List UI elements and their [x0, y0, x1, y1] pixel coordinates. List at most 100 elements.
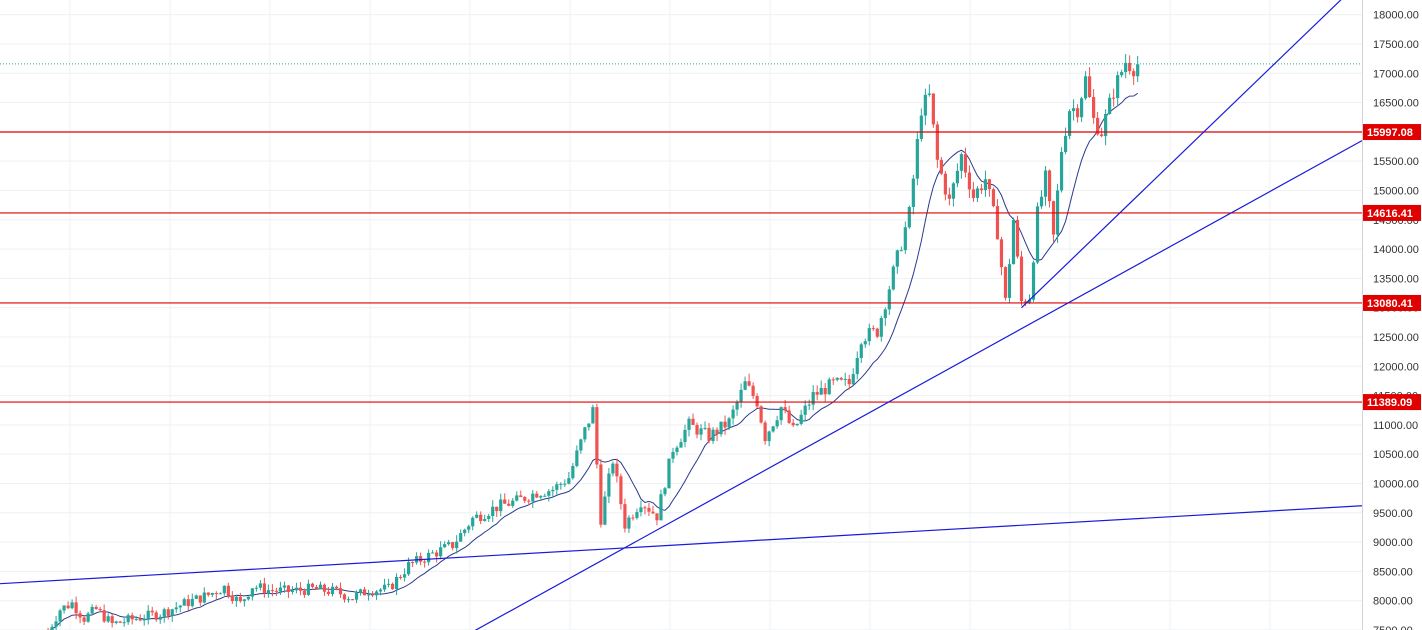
candle-body	[1011, 219, 1016, 265]
candle-body	[887, 289, 891, 310]
candle-layer	[47, 54, 1140, 630]
candle-body	[511, 500, 515, 506]
candle-body	[419, 556, 423, 562]
candle-body	[883, 309, 887, 319]
candle-body	[859, 344, 863, 358]
candle-body	[1059, 152, 1064, 191]
candle-body	[58, 610, 62, 622]
candle-body	[118, 621, 122, 623]
y-tick-label: 15500.00	[1373, 156, 1419, 168]
candle-body	[398, 576, 403, 578]
candle-body	[995, 206, 1000, 240]
candle-body	[471, 517, 475, 527]
candle-body	[491, 506, 495, 516]
candle-body	[935, 124, 939, 160]
trendline[interactable]	[473, 140, 1363, 630]
candle-body	[927, 93, 931, 95]
trendline[interactable]	[1021, 0, 1363, 309]
candle-body	[310, 583, 315, 587]
trendline[interactable]	[0, 505, 1363, 585]
candle-body	[90, 606, 94, 614]
candle-body	[975, 188, 980, 198]
candle-body	[358, 589, 363, 594]
candle-body	[891, 266, 895, 290]
candle-body	[338, 588, 343, 595]
candle-body	[815, 392, 819, 395]
candle-body	[959, 154, 964, 171]
candle-body	[138, 618, 142, 621]
candle-body	[791, 422, 795, 426]
candle-body	[158, 616, 162, 620]
candle-body	[819, 387, 823, 395]
candle-body	[1007, 264, 1012, 298]
candle-body	[963, 154, 968, 173]
candle-body	[106, 616, 110, 622]
candle-body	[206, 592, 210, 595]
candle-body	[747, 381, 751, 386]
candle-body	[1120, 72, 1124, 76]
y-tick-label: 12500.00	[1373, 332, 1419, 344]
candle-body	[903, 227, 907, 251]
candle-body	[755, 396, 759, 407]
candle-body	[1116, 75, 1120, 99]
candle-body	[811, 392, 815, 405]
candle-body	[847, 378, 851, 385]
candle-body	[114, 621, 118, 624]
candle-body	[987, 179, 992, 190]
candle-body	[1108, 97, 1112, 114]
price-axis[interactable]: 7500.00 8000.00 8500.00 9000.00 9500.00 10000…	[1362, 0, 1422, 630]
candle-body	[879, 318, 883, 337]
candle-body	[827, 379, 831, 395]
candle-body	[459, 533, 463, 542]
candle-body	[835, 377, 839, 380]
candle-body	[915, 139, 919, 179]
support-resistance-layer	[0, 63, 1362, 403]
candle-body	[499, 499, 503, 512]
candle-body	[631, 517, 635, 519]
candle-body	[723, 421, 727, 428]
candle-body	[555, 484, 559, 490]
candle-body	[671, 451, 675, 459]
candle-body	[779, 407, 783, 421]
candle-body	[230, 595, 234, 602]
candle-body	[50, 626, 54, 630]
grid-layer	[0, 0, 1362, 630]
candle-body	[1112, 97, 1116, 99]
y-tick-label: 18000.00	[1373, 10, 1419, 22]
candle-body	[402, 574, 407, 578]
level-price-tag	[1363, 294, 1421, 311]
candle-body	[443, 544, 447, 548]
candle-body	[1100, 134, 1104, 137]
candle-body	[342, 594, 347, 600]
candle-body	[735, 402, 739, 410]
candle-body	[350, 599, 355, 601]
candle-body	[194, 595, 198, 599]
candle-body	[691, 418, 695, 425]
candle-body	[154, 612, 158, 620]
candle-body	[190, 598, 194, 607]
level-price-label: 11389.09	[1367, 397, 1412, 409]
level-price-label: 13080.41	[1367, 298, 1413, 310]
candle-body	[743, 381, 747, 390]
y-tick-label: 17000.00	[1373, 68, 1419, 80]
candle-body	[771, 426, 775, 432]
candle-body	[126, 615, 130, 623]
candle-body	[62, 605, 66, 611]
candle-body	[54, 621, 58, 627]
y-tick-label: 15000.00	[1373, 185, 1419, 197]
candle-body	[539, 496, 543, 498]
candle-body	[707, 427, 711, 441]
candle-body	[659, 494, 663, 521]
y-tick-label: 13500.00	[1373, 273, 1419, 285]
candle-body	[322, 584, 327, 592]
candle-body	[66, 605, 70, 609]
candle-body	[1071, 108, 1076, 112]
level-price-label: 14616.41	[1367, 208, 1413, 220]
candle-body	[274, 590, 279, 592]
candle-body	[427, 552, 431, 563]
candle-body	[370, 594, 375, 596]
candle-body	[979, 188, 984, 191]
candle-body	[246, 596, 250, 600]
candle-body	[751, 385, 755, 397]
